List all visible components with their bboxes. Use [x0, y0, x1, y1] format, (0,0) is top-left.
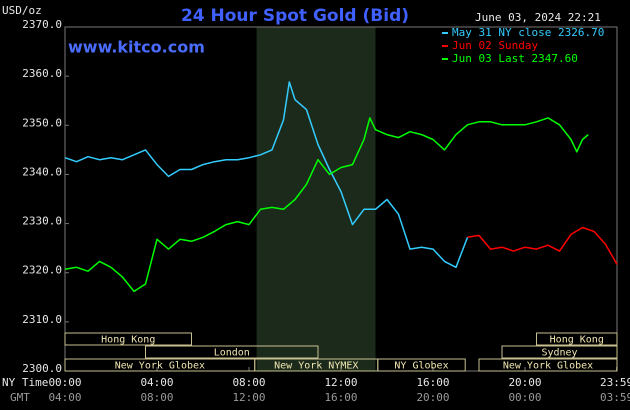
timestamp: June 03, 2024 22:21 — [475, 11, 601, 24]
x-tick-label: 23:59 — [600, 376, 630, 389]
x2-tick-label: 04:00 — [48, 391, 81, 404]
y-tick-label: 2340.0 — [22, 165, 62, 178]
session-box — [501, 345, 618, 359]
session-label: New York NYMEX — [274, 361, 358, 372]
price-line — [64, 81, 469, 269]
session-label: New York Globex — [503, 361, 593, 372]
y-tick-label: 2370.0 — [22, 18, 62, 31]
x-tick-label: 08:00 — [232, 376, 265, 389]
x-row-label: NY Time — [2, 376, 48, 389]
session-label: Hong Kong — [101, 335, 155, 346]
x2-tick-label: 12:00 — [232, 391, 265, 404]
session-label: New York Globex — [115, 361, 205, 372]
price-line — [467, 226, 618, 265]
legend-label: Jun 03 Last 2347.60 — [452, 52, 578, 65]
session-label: NY Globex — [394, 361, 448, 372]
x-tick-label: 12:00 — [324, 376, 357, 389]
y-tick-label: 2330.0 — [22, 215, 62, 228]
y-tick-label: 2300.0 — [22, 362, 62, 375]
y-tick-label: 2310.0 — [22, 313, 62, 326]
session-box — [64, 332, 192, 346]
session-label: Sydney — [541, 348, 577, 359]
x-tick-label: 16:00 — [416, 376, 449, 389]
x2-tick-label: 08:00 — [140, 391, 173, 404]
session-label: Hong Kong — [550, 335, 604, 346]
x-tick-label: 20:00 — [508, 376, 541, 389]
x2-tick-label: 20:00 — [416, 391, 449, 404]
x-tick-label: 04:00 — [140, 376, 173, 389]
y-unit: USD/oz — [2, 4, 42, 17]
x2-tick-label: 16:00 — [324, 391, 357, 404]
y-tick-label: 2350.0 — [22, 116, 62, 129]
price-line — [64, 117, 589, 293]
x2-tick-label: 03:59 — [600, 391, 630, 404]
session-box — [536, 332, 618, 346]
y-tick-label: 2360.0 — [22, 67, 62, 80]
x-tick-label: 00:00 — [48, 376, 81, 389]
x2-tick-label: 00:00 — [508, 391, 541, 404]
x2-row-label: GMT — [10, 391, 30, 404]
chart-title: 24 Hour Spot Gold (Bid) — [181, 6, 409, 26]
session-label: London — [214, 348, 250, 359]
session-box — [145, 345, 319, 359]
watermark: www.kitco.com — [68, 38, 205, 57]
legend-label: May 31 NY close 2326.70 — [452, 26, 604, 39]
session-box — [478, 358, 618, 372]
legend-label: Jun 02 Sunday — [452, 39, 538, 52]
shaded-window — [256, 27, 376, 371]
y-tick-label: 2320.0 — [22, 264, 62, 277]
session-box — [377, 358, 466, 372]
